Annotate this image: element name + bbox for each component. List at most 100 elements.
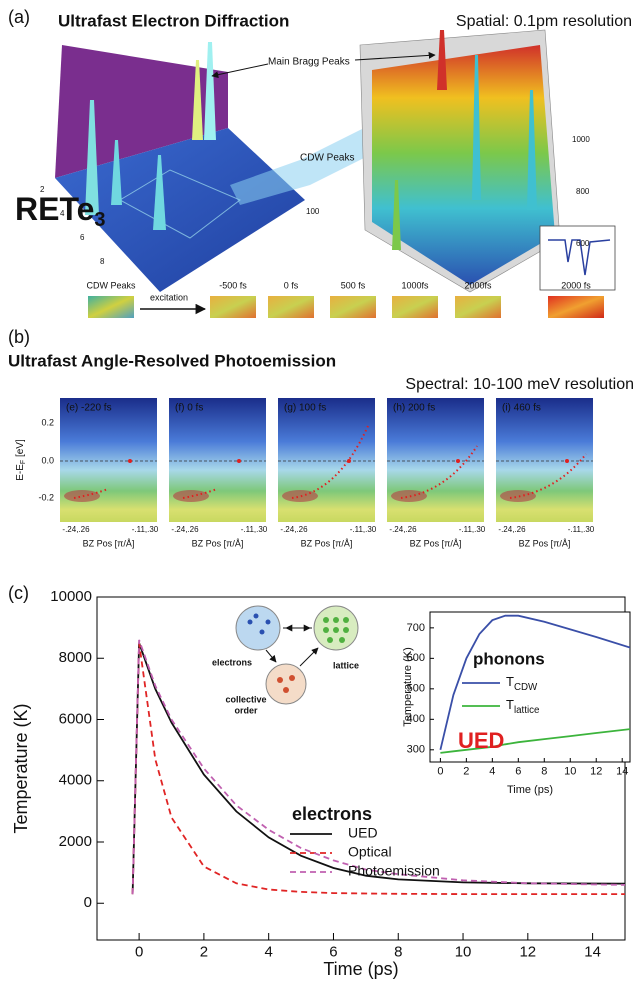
udp-left-surface [55, 42, 305, 292]
x-tick-label: 12 [519, 944, 536, 961]
legend-entry: Photoemission [348, 863, 440, 879]
arpes-panel-label: (i) 460 fs [502, 403, 541, 414]
strip-label: excitation [150, 292, 188, 302]
material-sub: 3 [94, 209, 105, 231]
arpes-xtick: -.11,.30 [241, 525, 268, 534]
resolution: Spectral: 10-100 meV resolution [405, 376, 634, 393]
arpes-xtick: -.11,.30 [568, 525, 595, 534]
x-tick-label: 6 [515, 765, 521, 777]
kf-marker [565, 459, 569, 463]
ylabel-unit: [eV] [15, 439, 26, 460]
x-tick-label: 0 [135, 944, 143, 961]
arpes-xlabel: BZ Pos [π/Å] [519, 538, 571, 548]
annotation: UED [458, 728, 504, 753]
y-tick-label: 6000 [59, 710, 92, 727]
strip-label: -500 fs [219, 280, 247, 290]
y-tick-label: 300 [407, 744, 425, 756]
panel-title: Ultrafast Angle-Resolved Photoemission [8, 351, 336, 370]
arpes-panel-label: (f) 0 fs [175, 403, 203, 414]
strip-label: 2000fs [464, 280, 492, 290]
arpes-image [60, 398, 157, 522]
ylabel-text: E-E [15, 464, 26, 481]
arpes-ytick: -0.2 [38, 492, 54, 502]
axis-tick: 100 [306, 207, 320, 216]
legend-entry: UED [348, 825, 378, 841]
arpes-xtick: -.24,.26 [498, 525, 526, 534]
strip-label: 0 fs [284, 280, 299, 290]
band-feature [282, 490, 318, 502]
x-axis-label: Time (ps) [323, 959, 398, 979]
axis-tick: 8 [100, 257, 105, 266]
axis-tick: 800 [576, 187, 590, 196]
bragg-label: Main Bragg Peaks [268, 57, 350, 68]
y-tick-label: 10000 [50, 588, 92, 605]
arpes-xtick: -.24,.26 [389, 525, 417, 534]
diagram-label: lattice [333, 660, 359, 670]
arpes-panel-label: (h) 200 fs [393, 403, 435, 414]
arpes-xtick: -.24,.26 [62, 525, 90, 534]
arrow [212, 64, 268, 76]
kf-marker [237, 459, 241, 463]
y-tick-label: 8000 [59, 649, 92, 666]
kf-marker [456, 459, 460, 463]
diffraction-tile [548, 296, 604, 318]
x-tick-label: 8 [541, 765, 547, 777]
strip-label: 2000 fs [561, 280, 591, 290]
strip-label: CDW Peaks [86, 280, 136, 290]
y-axis-label: Temperature (K) [11, 703, 31, 833]
panel-title: Ultrafast Electron Diffraction [58, 11, 289, 30]
y-tick-label: 0 [84, 894, 92, 911]
kf-marker [128, 459, 132, 463]
axis-tick: 1000 [572, 135, 590, 144]
strip-label: 1000fs [401, 280, 429, 290]
x-tick-label: 10 [455, 944, 472, 961]
legend-entry-sub: lattice [514, 705, 539, 716]
legend-title: electrons [292, 804, 372, 824]
x-tick-label: 2 [200, 944, 208, 961]
x-tick-label: 14 [584, 944, 601, 961]
band-feature [64, 490, 100, 502]
x-tick-label: 12 [590, 765, 602, 777]
axis-tick: 600 [576, 239, 590, 248]
arpes-xtick: -.24,.26 [280, 525, 308, 534]
diagram-label: collective [225, 694, 266, 704]
panel-letter: (b) [8, 327, 30, 347]
diffraction-tile [268, 296, 314, 318]
panel-letter: (c) [8, 583, 29, 603]
band-feature [391, 490, 427, 502]
arpes-image [169, 398, 266, 522]
arpes-ytick: 0.2 [41, 417, 54, 427]
arpes-xlabel: BZ Pos [π/Å] [301, 538, 353, 548]
y-tick-label: 2000 [59, 833, 92, 850]
arpes-panel-label: (g) 100 fs [284, 403, 326, 414]
diffraction-tile [330, 296, 376, 318]
legend-entry-main: T [506, 697, 514, 712]
arpes-image [496, 398, 593, 522]
axis-tick: 4 [60, 209, 65, 218]
resolution: Spatial: 0.1pm resolution [456, 13, 632, 30]
y-tick-label: 700 [407, 622, 425, 634]
diffraction-tile [455, 296, 501, 318]
x-tick-label: 4 [265, 944, 273, 961]
arpes-xtick: -.24,.26 [171, 525, 199, 534]
x-axis-label: Time (ps) [507, 784, 553, 796]
arpes-xtick: -.11,.30 [459, 525, 486, 534]
arpes-xtick: -.11,.30 [132, 525, 159, 534]
band-feature [173, 490, 209, 502]
x-tick-label: 10 [564, 765, 576, 777]
diagram-label: order [234, 705, 258, 715]
kf-marker [347, 459, 351, 463]
diffraction-tile [210, 296, 256, 318]
arpes-image [278, 398, 375, 522]
figure: (a) Ultrafast Electron Diffraction Spati… [0, 0, 639, 982]
strip-label: 500 fs [341, 280, 366, 290]
band-feature [500, 490, 536, 502]
arpes-ylabel: E-EF [eV] [15, 439, 27, 481]
axis-tick: 2 [40, 185, 45, 194]
axis-tick: 6 [80, 233, 85, 242]
diffraction-tile [392, 296, 438, 318]
material-base: RETe [15, 191, 94, 227]
cdw-label: CDW Peaks [300, 153, 354, 164]
arpes-xlabel: BZ Pos [π/Å] [192, 538, 244, 548]
diagram-label: electrons [212, 657, 252, 667]
